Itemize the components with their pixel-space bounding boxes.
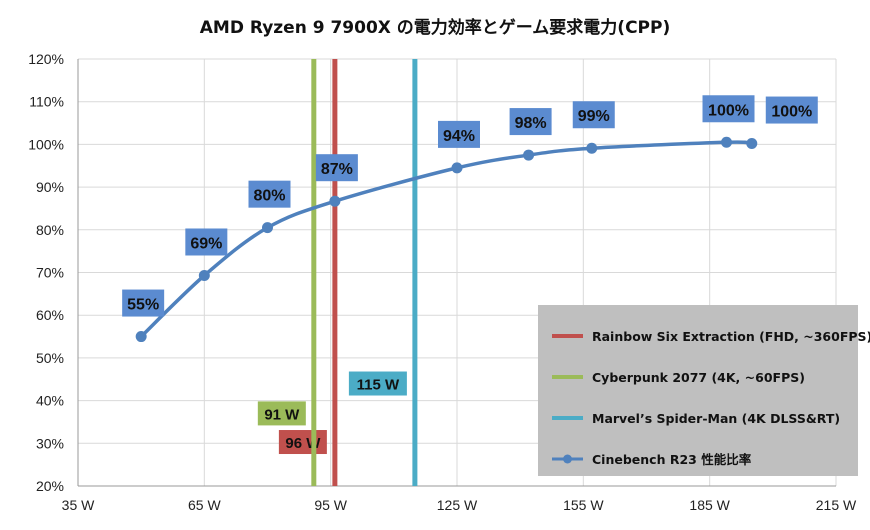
- x-tick-label: 65 W: [188, 497, 221, 513]
- x-tick-label: 185 W: [689, 497, 730, 513]
- data-point: [262, 222, 273, 234]
- data-label: 87%: [321, 161, 353, 178]
- y-tick-label: 70%: [36, 265, 64, 281]
- legend-label: Cinebench R23 性能比率: [592, 452, 752, 467]
- data-point: [746, 138, 758, 150]
- power-label: 91 W: [264, 406, 300, 423]
- data-point: [451, 162, 463, 174]
- data-point: [586, 142, 598, 154]
- y-tick-label: 60%: [36, 307, 64, 323]
- data-label-box: [438, 120, 480, 148]
- data-point: [523, 149, 535, 161]
- data-point: [198, 269, 210, 281]
- data-label: 80%: [253, 188, 285, 205]
- x-tick-label: 125 W: [437, 497, 478, 513]
- y-tick-label: 50%: [36, 350, 64, 366]
- data-label-box: [509, 108, 552, 136]
- x-tick-label: 95 W: [314, 497, 347, 513]
- power-label-box: [278, 430, 327, 455]
- data-label: 98%: [515, 115, 547, 132]
- power-label-box: [257, 401, 306, 426]
- data-label-box: [315, 154, 358, 182]
- data-label-box: [765, 96, 818, 124]
- data-point: [721, 136, 733, 148]
- data-label-box: [185, 228, 228, 256]
- y-tick-label: 100%: [28, 136, 64, 152]
- legend-label: Marvel’s Spider-Man (4K DLSS&RT): [592, 411, 840, 426]
- legend-box: [538, 305, 858, 476]
- data-label: 99%: [578, 108, 610, 125]
- y-tick-label: 40%: [36, 393, 64, 409]
- power-label: 115 W: [357, 377, 400, 394]
- data-labels: 55% 69% 80% 87% 94% 98% 99% 100% 100%: [122, 95, 818, 317]
- y-axis: 120% 110% 100% 90% 80% 70% 60% 50% 40% 30% 20%: [28, 51, 64, 494]
- data-label-box: [248, 180, 291, 208]
- y-tick-label: 30%: [36, 435, 64, 451]
- series-area: [135, 136, 758, 343]
- data-label-box: [702, 95, 755, 123]
- legend-label: Rainbow Six Extraction (FHD, ~360FPS): [592, 329, 870, 344]
- legend: Rainbow Six Extraction (FHD, ~360FPS) Cyb…: [538, 305, 870, 476]
- chart-title: AMD Ryzen 9 7900X の電力効率とゲーム要求電力(CPP): [200, 17, 670, 38]
- data-point: [329, 195, 341, 207]
- data-label: 69%: [190, 235, 222, 252]
- x-axis: 35 W 65 W 95 W 125 W 155 W 185 W 215 W: [62, 497, 857, 513]
- x-tick-label: 215 W: [816, 497, 857, 513]
- data-label: 100%: [708, 102, 749, 119]
- x-tick-label: 35 W: [62, 497, 95, 513]
- y-tick-label: 90%: [36, 179, 64, 195]
- legend-label: Cyberpunk 2077 (4K, ~60FPS): [592, 370, 805, 385]
- data-label-box: [572, 101, 615, 129]
- data-label: 100%: [771, 104, 812, 121]
- y-tick-label: 110%: [29, 94, 64, 110]
- y-tick-label: 120%: [28, 51, 64, 67]
- data-point: [135, 331, 147, 343]
- legend-marker: [563, 454, 572, 464]
- y-tick-label: 80%: [36, 222, 64, 238]
- y-tick-label: 20%: [36, 478, 64, 494]
- data-label: 94%: [443, 128, 475, 145]
- data-label: 55%: [127, 297, 159, 314]
- data-label-box: [122, 289, 165, 317]
- power-label-box: [348, 371, 407, 396]
- x-tick-label: 155 W: [563, 497, 604, 513]
